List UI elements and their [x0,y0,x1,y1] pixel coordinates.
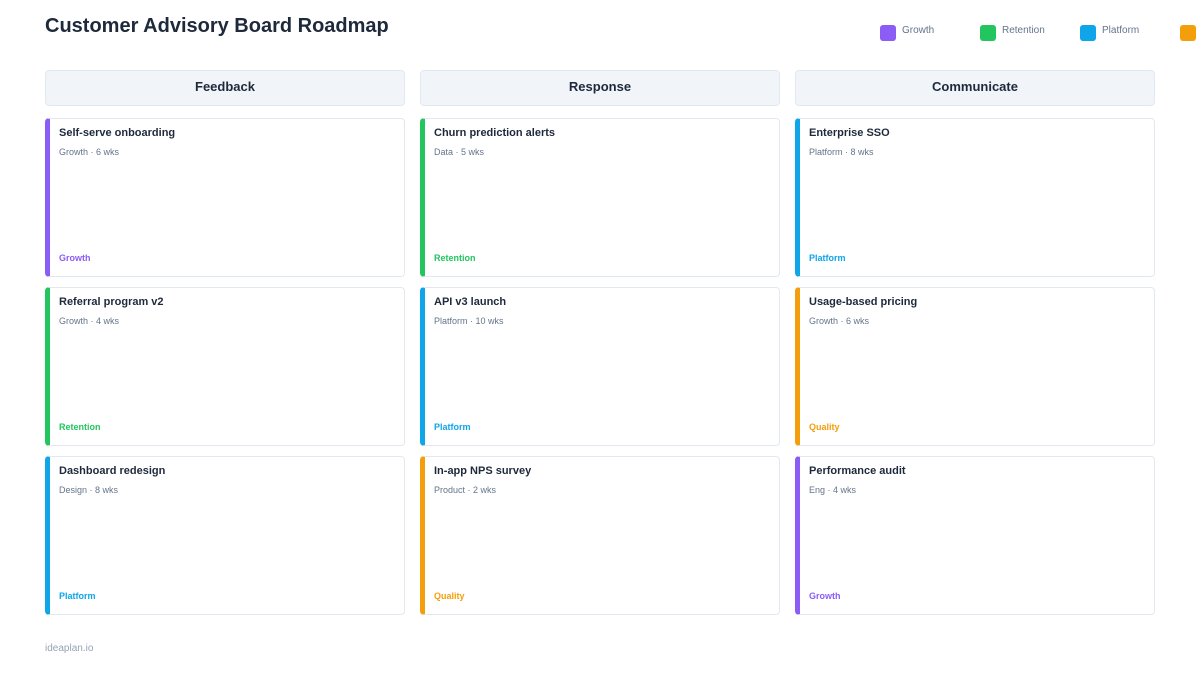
legend-label: Retention [1002,25,1045,36]
legend-swatch [880,25,896,41]
column-header: Communicate [795,70,1155,106]
card: Enterprise SSO Platform · 8 wks Platform [795,118,1155,277]
card-meta: Design · 8 wks [59,485,119,495]
card-tag: Platform [809,253,846,263]
card: API v3 launch Platform · 10 wks Platform [420,287,780,446]
card-title: Referral program v2 [59,296,164,308]
card-title: Self-serve onboarding [59,127,176,139]
card-title: API v3 launch [434,296,507,308]
legend-label: Platform [1102,25,1140,36]
card-tag: Quality [434,591,465,601]
legend-swatch [980,25,996,41]
card-title: Dashboard redesign [59,465,166,477]
card-title: Enterprise SSO [809,127,890,139]
card: Referral program v2 Growth · 4 wks Retenti… [45,287,405,446]
column-header: Response [420,70,780,106]
card-title: In-app NPS survey [434,465,532,477]
card-meta: Growth · 6 wks [809,316,870,326]
page-title: Customer Advisory Board Roadmap [45,15,389,37]
card: Usage-based pricing Growth · 6 wks Quality [795,287,1155,446]
card-title: Performance audit [809,465,906,477]
card-tag: Growth [809,591,841,601]
card-tag: Platform [59,591,96,601]
card-tag: Retention [434,253,476,263]
card-meta: Product · 2 wks [434,485,497,495]
card-tag: Platform [434,422,471,432]
card: In-app NPS survey Product · 2 wks Quality [420,456,780,615]
card-meta: Growth · 6 wks [59,147,120,157]
card-meta: Eng · 4 wks [809,485,857,495]
card-title: Churn prediction alerts [434,127,556,139]
column-header: Feedback [45,70,405,106]
card: Churn prediction alerts Data · 5 wks Reten… [420,118,780,277]
card-meta: Data · 5 wks [434,147,485,157]
card-title: Usage-based pricing [809,296,918,308]
legend-swatch [1080,25,1096,41]
card-meta: Platform · 8 wks [809,147,874,157]
footer: ideaplan.io [45,643,94,654]
card: Performance audit Eng · 4 wks Growth [795,456,1155,615]
card-tag: Growth [59,253,91,263]
card-meta: Platform · 10 wks [434,316,504,326]
legend-label: Growth [902,25,935,36]
card-tag: Quality [809,422,840,432]
card: Self-serve onboarding Growth · 6 wks Growt… [45,118,405,277]
card: Dashboard redesign Design · 8 wks Platform [45,456,405,615]
card-tag: Retention [59,422,101,432]
card-meta: Growth · 4 wks [59,316,120,326]
legend-swatch [1180,25,1196,41]
